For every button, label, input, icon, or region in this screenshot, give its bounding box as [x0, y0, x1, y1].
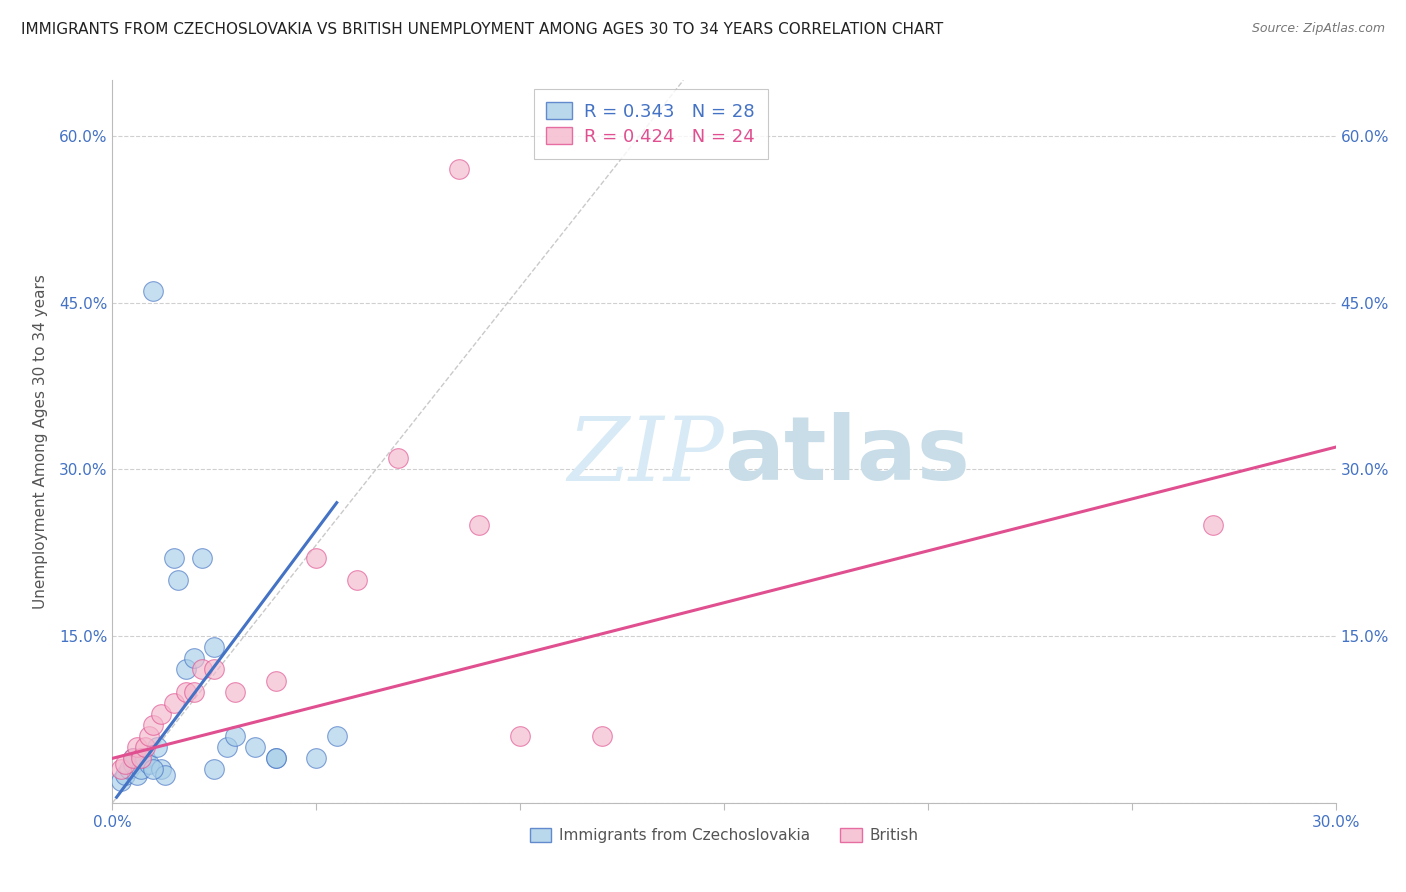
Y-axis label: Unemployment Among Ages 30 to 34 years: Unemployment Among Ages 30 to 34 years: [32, 274, 48, 609]
Text: Source: ZipAtlas.com: Source: ZipAtlas.com: [1251, 22, 1385, 36]
Point: [191, 662, 214, 676]
Point: [138, 756, 160, 771]
Point: [224, 684, 246, 698]
Point: [387, 451, 409, 466]
Point: [163, 551, 186, 566]
Point: [134, 740, 156, 755]
Point: [110, 763, 132, 777]
Point: [125, 740, 148, 755]
Point: [305, 551, 328, 566]
Point: [174, 662, 197, 676]
Point: [114, 756, 136, 771]
Point: [204, 662, 226, 676]
Point: [110, 773, 132, 788]
Point: [264, 751, 287, 765]
Point: [264, 673, 287, 688]
Point: [509, 729, 531, 743]
Text: atlas: atlas: [724, 412, 970, 500]
Point: [138, 729, 160, 743]
Point: [191, 551, 214, 566]
Point: [146, 740, 169, 755]
Point: [122, 751, 145, 765]
Point: [174, 684, 197, 698]
Point: [224, 729, 246, 743]
Point: [245, 740, 267, 755]
Point: [122, 751, 145, 765]
Point: [1202, 517, 1225, 532]
Point: [204, 763, 226, 777]
Point: [118, 763, 141, 777]
Point: [155, 768, 177, 782]
Point: [183, 651, 205, 665]
Legend: Immigrants from Czechoslovakia, British: Immigrants from Czechoslovakia, British: [523, 822, 925, 849]
Point: [129, 763, 152, 777]
Point: [150, 763, 173, 777]
Point: [468, 517, 491, 532]
Point: [264, 751, 287, 765]
Text: ZIP: ZIP: [568, 413, 724, 500]
Point: [125, 768, 148, 782]
Point: [166, 574, 188, 588]
Point: [346, 574, 368, 588]
Point: [163, 696, 186, 710]
Point: [122, 756, 145, 771]
Point: [129, 751, 152, 765]
Point: [591, 729, 613, 743]
Point: [142, 285, 165, 299]
Point: [142, 718, 165, 732]
Point: [215, 740, 238, 755]
Point: [326, 729, 349, 743]
Point: [150, 706, 173, 721]
Point: [183, 684, 205, 698]
Point: [447, 162, 470, 177]
Point: [134, 751, 156, 765]
Point: [204, 640, 226, 655]
Point: [114, 768, 136, 782]
Point: [305, 751, 328, 765]
Text: IMMIGRANTS FROM CZECHOSLOVAKIA VS BRITISH UNEMPLOYMENT AMONG AGES 30 TO 34 YEARS: IMMIGRANTS FROM CZECHOSLOVAKIA VS BRITIS…: [21, 22, 943, 37]
Point: [142, 763, 165, 777]
